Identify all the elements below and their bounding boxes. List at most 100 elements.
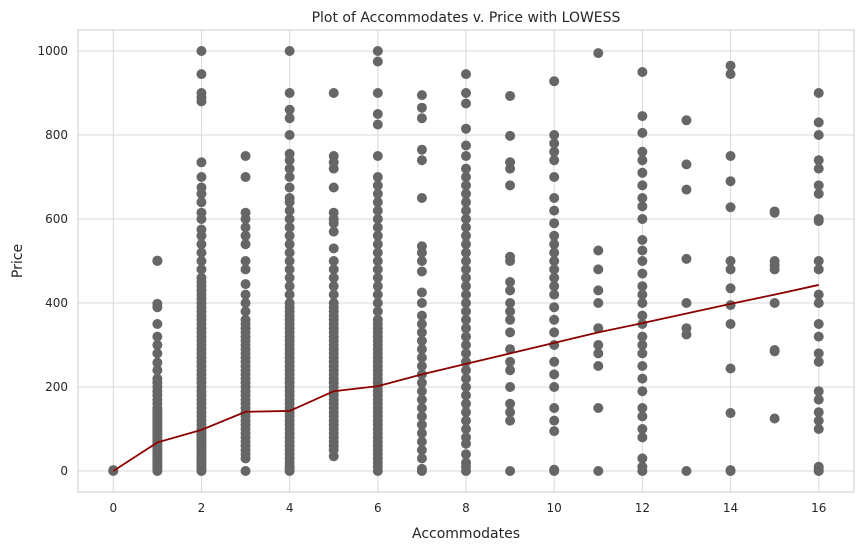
data-point	[240, 256, 251, 266]
data-point	[813, 394, 824, 405]
data-point	[637, 235, 648, 245]
data-point	[416, 419, 427, 430]
data-point	[372, 247, 383, 258]
x-tick-labels: 0 2 4 6 8 10 12 14 16	[109, 501, 826, 515]
x-tick-label: 10	[547, 501, 562, 515]
data-point	[196, 207, 207, 218]
data-point	[372, 151, 383, 161]
data-point	[549, 289, 560, 300]
data-point	[328, 256, 339, 266]
data-point	[196, 69, 207, 80]
data-point	[196, 172, 207, 182]
data-point	[461, 407, 471, 418]
data-point	[416, 386, 427, 397]
data-point	[637, 268, 648, 279]
data-point	[725, 319, 736, 329]
data-point	[461, 348, 471, 359]
data-point	[461, 163, 471, 174]
data-point	[461, 390, 471, 401]
data-point	[416, 144, 427, 155]
y-tick-label: 1000	[37, 44, 68, 58]
data-point	[549, 172, 560, 182]
x-tick-label: 0	[109, 501, 117, 515]
data-point	[461, 69, 471, 80]
data-point	[505, 180, 516, 191]
data-point	[637, 432, 648, 443]
data-point	[637, 127, 648, 138]
data-point	[813, 407, 824, 418]
data-point	[372, 214, 383, 224]
data-point	[328, 226, 339, 237]
data-point	[328, 207, 339, 218]
data-point	[196, 182, 207, 193]
data-point	[593, 403, 604, 413]
data-point	[416, 436, 427, 447]
data-point	[813, 117, 824, 128]
data-point	[284, 247, 295, 258]
data-point	[328, 243, 339, 254]
data-point	[637, 193, 648, 203]
data-point	[240, 172, 251, 182]
data-point	[505, 398, 516, 409]
data-point	[416, 310, 427, 321]
data-point	[461, 256, 471, 266]
data-point	[813, 88, 824, 98]
data-point	[549, 382, 560, 392]
data-point	[725, 151, 736, 161]
data-point	[813, 155, 824, 166]
data-point	[637, 453, 648, 464]
x-tick-label: 2	[198, 501, 206, 515]
data-point	[549, 356, 560, 367]
data-point	[240, 264, 251, 275]
data-point	[284, 193, 295, 203]
data-point	[284, 239, 295, 250]
data-point	[637, 331, 648, 342]
data-point	[637, 348, 648, 359]
x-tick-label: 6	[374, 501, 382, 515]
data-point	[461, 432, 471, 443]
y-axis-label: Price	[10, 244, 26, 278]
data-point	[328, 281, 339, 292]
data-point	[637, 281, 648, 292]
data-point	[416, 377, 427, 388]
data-point	[813, 130, 824, 140]
data-point	[813, 289, 824, 300]
data-point	[416, 335, 427, 346]
data-point	[549, 264, 560, 275]
data-point	[372, 256, 383, 266]
data-point	[461, 197, 471, 208]
data-point	[505, 298, 516, 308]
data-point	[813, 386, 824, 397]
plot-frame	[77, 29, 855, 493]
data-point	[461, 140, 471, 151]
data-point	[372, 119, 383, 130]
x-tick-label: 16	[811, 501, 826, 515]
data-point	[769, 298, 780, 308]
data-point	[284, 264, 295, 275]
data-point	[284, 172, 295, 182]
data-point	[240, 222, 251, 233]
data-point	[461, 398, 471, 409]
data-point	[284, 113, 295, 124]
data-point	[769, 413, 780, 424]
data-point	[240, 289, 251, 300]
data-point	[461, 98, 471, 109]
data-point	[813, 424, 824, 434]
data-point	[240, 239, 251, 250]
data-point	[637, 340, 648, 350]
data-point	[152, 348, 163, 359]
data-point	[328, 264, 339, 275]
data-point	[372, 109, 383, 119]
data-point	[769, 345, 780, 356]
data-point	[372, 172, 383, 182]
data-point	[152, 319, 163, 329]
data-point	[461, 151, 471, 161]
data-point	[549, 314, 560, 325]
data-point	[725, 264, 736, 275]
data-point	[416, 394, 427, 405]
data-point	[461, 457, 471, 468]
data-point	[549, 239, 560, 250]
data-point	[196, 239, 207, 250]
data-point	[681, 323, 692, 334]
